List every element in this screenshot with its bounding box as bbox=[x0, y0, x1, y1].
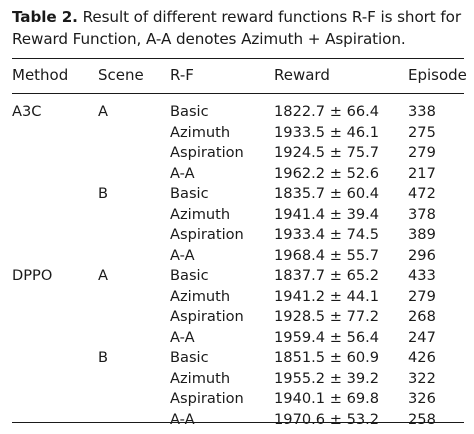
reward-cell: 1822.7 ± 66.4 bbox=[274, 103, 380, 120]
rf-cell: Aspiration bbox=[170, 390, 244, 407]
episode-cell: 279 bbox=[408, 287, 436, 305]
table-row: Aspiration 1924.5 ± 75.7 279 bbox=[0, 143, 474, 164]
reward-cell: 1959.4 ± 56.4 bbox=[274, 328, 380, 346]
table-row: Azimuth 1941.2 ± 44.1 279 bbox=[0, 287, 474, 308]
rf-cell: Basic bbox=[170, 185, 209, 202]
episode-cell: 268 bbox=[408, 308, 436, 325]
table-row: Azimuth 1955.2 ± 39.2 322 bbox=[0, 369, 474, 390]
table-bottom-rule bbox=[12, 422, 464, 424]
method-cell: DPPO bbox=[12, 267, 53, 284]
rf-cell: Azimuth bbox=[170, 205, 231, 223]
header-episode: Episode bbox=[408, 66, 467, 84]
episode-cell: 472 bbox=[408, 185, 436, 202]
reward-cell: 1924.5 ± 75.7 bbox=[274, 144, 380, 161]
table-row: B Basic 1835.7 ± 60.4 472 bbox=[0, 184, 474, 205]
rf-cell: Azimuth bbox=[170, 123, 231, 141]
rf-cell: Aspiration bbox=[170, 144, 244, 161]
rf-cell: Aspiration bbox=[170, 308, 244, 325]
reward-cell: 1933.4 ± 74.5 bbox=[274, 226, 380, 243]
rf-cell: A-A bbox=[170, 410, 195, 428]
episode-cell: 296 bbox=[408, 246, 436, 264]
method-cell: A3C bbox=[12, 103, 42, 120]
rf-cell: Azimuth bbox=[170, 369, 231, 387]
reward-cell: 1941.2 ± 44.1 bbox=[274, 287, 380, 305]
header-scene: Scene bbox=[98, 66, 144, 84]
episode-cell: 433 bbox=[408, 267, 436, 284]
reward-cell: 1968.4 ± 55.7 bbox=[274, 246, 380, 264]
header-rf: R-F bbox=[170, 66, 194, 84]
table-header-rule bbox=[12, 93, 464, 94]
rf-cell: A-A bbox=[170, 246, 195, 264]
episode-cell: 326 bbox=[408, 390, 436, 407]
episode-cell: 378 bbox=[408, 205, 436, 223]
rf-cell: Basic bbox=[170, 267, 209, 284]
scene-cell: A bbox=[98, 103, 108, 120]
episode-cell: 426 bbox=[408, 349, 436, 366]
episode-cell: 322 bbox=[408, 369, 436, 387]
scene-cell: B bbox=[98, 185, 109, 202]
episode-cell: 389 bbox=[408, 226, 436, 243]
reward-cell: 1941.4 ± 39.4 bbox=[274, 205, 380, 223]
table-row: A-A 1970.6 ± 53.2 258 bbox=[0, 410, 474, 431]
table-row: Aspiration 1928.5 ± 77.2 268 bbox=[0, 307, 474, 328]
header-reward: Reward bbox=[274, 66, 330, 84]
reward-cell: 1955.2 ± 39.2 bbox=[274, 369, 380, 387]
rf-cell: Aspiration bbox=[170, 226, 244, 243]
reward-cell: 1928.5 ± 77.2 bbox=[274, 308, 380, 325]
table-caption: Table 2. Result of different reward func… bbox=[12, 6, 464, 50]
episode-cell: 217 bbox=[408, 164, 436, 182]
reward-cell: 1970.6 ± 53.2 bbox=[274, 410, 380, 428]
reward-cell: 1962.2 ± 52.6 bbox=[274, 164, 380, 182]
episode-cell: 338 bbox=[408, 103, 436, 120]
header-method: Method bbox=[12, 66, 69, 84]
episode-cell: 279 bbox=[408, 144, 436, 161]
table-row: A-A 1959.4 ± 56.4 247 bbox=[0, 328, 474, 349]
episode-cell: 258 bbox=[408, 410, 436, 428]
episode-cell: 275 bbox=[408, 123, 436, 141]
table-row: DPPO A Basic 1837.7 ± 65.2 433 bbox=[0, 266, 474, 287]
table-row: A-A 1962.2 ± 52.6 217 bbox=[0, 164, 474, 185]
caption-label: Table 2. bbox=[12, 8, 78, 26]
rf-cell: A-A bbox=[170, 164, 195, 182]
table-row: B Basic 1851.5 ± 60.9 426 bbox=[0, 348, 474, 369]
table-row: A-A 1968.4 ± 55.7 296 bbox=[0, 246, 474, 267]
table-row: Azimuth 1941.4 ± 39.4 378 bbox=[0, 205, 474, 226]
episode-cell: 247 bbox=[408, 328, 436, 346]
reward-cell: 1940.1 ± 69.8 bbox=[274, 390, 380, 407]
caption-text: Result of different reward functions R-F… bbox=[12, 8, 461, 48]
table-header-row: Method Scene R-F Reward Episode bbox=[0, 66, 474, 88]
reward-cell: 1851.5 ± 60.9 bbox=[274, 349, 380, 366]
rf-cell: Basic bbox=[170, 103, 209, 120]
table-row: A3C A Basic 1822.7 ± 66.4 338 bbox=[0, 102, 474, 123]
rf-cell: A-A bbox=[170, 328, 195, 346]
scene-cell: B bbox=[98, 349, 109, 366]
scene-cell: A bbox=[98, 267, 108, 284]
table-row: Aspiration 1940.1 ± 69.8 326 bbox=[0, 389, 474, 410]
reward-cell: 1835.7 ± 60.4 bbox=[274, 185, 380, 202]
table-row: Aspiration 1933.4 ± 74.5 389 bbox=[0, 225, 474, 246]
rf-cell: Azimuth bbox=[170, 287, 231, 305]
table-body: A3C A Basic 1822.7 ± 66.4 338 Azimuth 1933.5 ±… bbox=[0, 102, 474, 430]
rf-cell: Basic bbox=[170, 349, 209, 366]
reward-cell: 1837.7 ± 65.2 bbox=[274, 267, 380, 284]
table-row: Azimuth 1933.5 ± 46.1 275 bbox=[0, 123, 474, 144]
table-top-rule bbox=[12, 58, 464, 60]
reward-cell: 1933.5 ± 46.1 bbox=[274, 123, 380, 141]
